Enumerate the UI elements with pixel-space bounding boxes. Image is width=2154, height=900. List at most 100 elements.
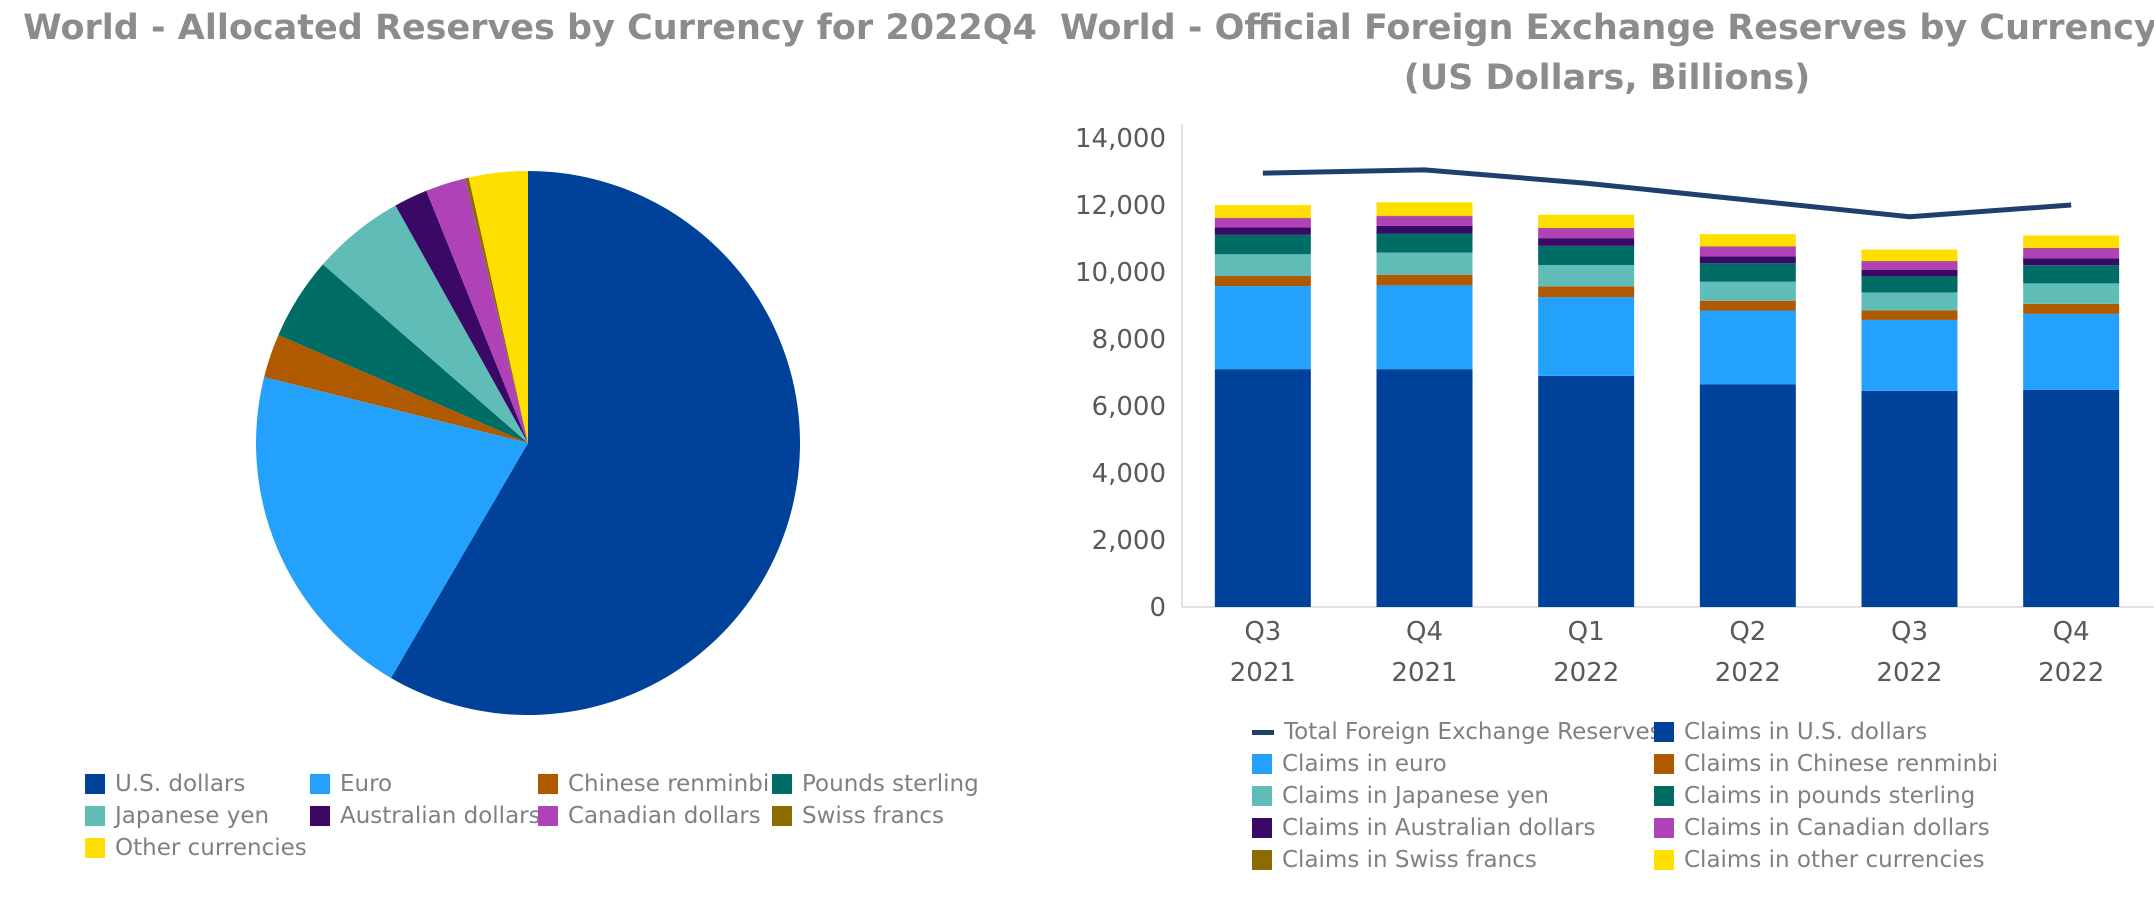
- bar-segment-claims-in-euro: [1699, 310, 1796, 385]
- pie-slice-other-currencies: [468, 171, 528, 443]
- pie-legend-item-pounds-sterling: Pounds sterling: [772, 771, 979, 797]
- bar-segment-claims-in-pounds-sterling: [1376, 233, 1473, 253]
- x-tick-label: Q3: [1244, 617, 1281, 647]
- legend-swatch: [1252, 754, 1272, 774]
- bar-segment-claims-in-other-currencies: [2023, 235, 2120, 248]
- pie-slice-euro: [256, 377, 528, 678]
- legend-swatch: [310, 806, 330, 826]
- bar-segment-claims-in-japanese-yen: [1861, 292, 1958, 311]
- total-reserves-line: [1262, 167, 2072, 220]
- legend-label: Euro: [340, 771, 393, 797]
- legend-label: Claims in U.S. dollars: [1684, 719, 1928, 745]
- legend-label: Claims in Australian dollars: [1282, 815, 1596, 841]
- y-tick-label: 0: [1149, 593, 1166, 623]
- pie-slice-australian-dollars: [395, 190, 528, 443]
- bar-segment-claims-in-u-s-dollars: [1538, 375, 1635, 607]
- bar-segment-claims-in-other-currencies: [1538, 214, 1635, 228]
- y-tick-label: 12,000: [1075, 191, 1166, 221]
- legend-label: Canadian dollars: [568, 803, 761, 829]
- bar-segment-claims-in-chinese-renminbi: [1538, 286, 1635, 298]
- bar-segment-claims-in-other-currencies: [1699, 234, 1796, 247]
- legend-label: U.S. dollars: [115, 771, 246, 797]
- x-tick-label: Q2: [1729, 617, 1766, 647]
- bar-chart-title-line-1: World - Official Foreign Exchange Reserv…: [1060, 8, 2154, 48]
- y-tick-label: 6,000: [1092, 392, 1166, 422]
- legend-label: Swiss francs: [802, 803, 944, 829]
- bar-segment-claims-in-other-currencies: [1214, 205, 1311, 218]
- bar-segment-claims-in-canadian-dollars: [1376, 216, 1473, 226]
- pie-legend-item-other-currencies: Other currencies: [85, 835, 307, 861]
- bar-segment-claims-in-australian-dollars: [2023, 258, 2120, 266]
- bar-chart-panel: World - Official Foreign Exchange Reserv…: [1060, 0, 2154, 900]
- x-tick-label: 2021: [1230, 658, 1296, 688]
- legend-label: Claims in Canadian dollars: [1684, 815, 1990, 841]
- bar-legend-item-total-foreign-exchange-reserves: Total Foreign Exchange Reserves: [1252, 719, 1662, 745]
- legend-swatch: [85, 838, 105, 858]
- legend-swatch: [538, 806, 558, 826]
- x-tick-label: Q1: [1568, 617, 1605, 647]
- x-tick-label: 2022: [1715, 658, 1781, 688]
- bar-segment-claims-in-chinese-renminbi: [1699, 300, 1796, 311]
- bar-segment-claims-in-canadian-dollars: [1861, 261, 1958, 270]
- legend-label: Claims in pounds sterling: [1684, 783, 1976, 809]
- bar-segment-claims-in-u-s-dollars: [1699, 384, 1796, 607]
- bar-segment-claims-in-japanese-yen: [1699, 281, 1796, 301]
- bar-segment-claims-in-canadian-dollars: [1214, 218, 1311, 228]
- legend-label: Total Foreign Exchange Reserves: [1284, 719, 1662, 745]
- pie-legend-item-u-s-dollars: U.S. dollars: [85, 771, 245, 797]
- x-tick-label: Q4: [1406, 617, 1443, 647]
- bar-segment-claims-in-u-s-dollars: [1861, 390, 1958, 607]
- pie-chart-title: World - Allocated Reserves by Currency f…: [23, 8, 1037, 48]
- legend-swatch: [1654, 786, 1674, 806]
- bar-segment-claims-in-australian-dollars: [1376, 225, 1473, 234]
- pie-slice-japanese-yen: [322, 205, 528, 443]
- bar-legend-item-claims-in-other-currencies: Claims in other currencies: [1654, 847, 1985, 873]
- legend-swatch: [1654, 818, 1674, 838]
- bar-chart-title: World - Official Foreign Exchange Reserv…: [1060, 3, 2154, 103]
- bar-segment-claims-in-pounds-sterling: [1538, 245, 1635, 265]
- pie-legend-item-australian-dollars: Australian dollars: [310, 803, 541, 829]
- bar-legend-item-claims-in-canadian-dollars: Claims in Canadian dollars: [1654, 815, 1990, 841]
- pie-chart: [256, 171, 800, 715]
- legend-label: Claims in Chinese renminbi: [1684, 751, 1999, 777]
- x-tick-label: 2022: [2038, 658, 2104, 688]
- bar-segment-claims-in-other-currencies: [1861, 249, 1958, 261]
- legend-swatch: [1654, 754, 1674, 774]
- legend-label: Chinese renminbi: [568, 771, 770, 797]
- bar-legend-item-claims-in-swiss-francs: Claims in Swiss francs: [1252, 847, 1537, 873]
- legend-label: Claims in euro: [1282, 751, 1447, 777]
- pie-slice-chinese-renminbi: [264, 334, 528, 443]
- pie-legend-item-chinese-renminbi: Chinese renminbi: [538, 771, 769, 797]
- bar-segment-claims-in-japanese-yen: [2023, 283, 2120, 304]
- bar-legend-item-claims-in-pounds-sterling: Claims in pounds sterling: [1654, 783, 1975, 809]
- bar-segment-claims-in-chinese-renminbi: [1376, 274, 1473, 286]
- legend-label: Other currencies: [115, 835, 307, 861]
- bar-legend-item-claims-in-euro: Claims in euro: [1252, 751, 1447, 777]
- bar-segment-claims-in-euro: [1538, 297, 1635, 376]
- pie-legend-item-euro: Euro: [310, 771, 392, 797]
- bar-segment-claims-in-swiss-francs: [1376, 215, 1473, 217]
- legend-swatch: [772, 774, 792, 794]
- bar-segment-claims-in-pounds-sterling: [1214, 234, 1311, 255]
- bar-segment-claims-in-euro: [1376, 285, 1473, 370]
- bar-segment-claims-in-pounds-sterling: [1699, 263, 1796, 282]
- bar-legend-item-claims-in-australian-dollars: Claims in Australian dollars: [1252, 815, 1596, 841]
- legend-label: Claims in other currencies: [1684, 847, 1985, 873]
- bar-legend-item-claims-in-u-s-dollars: Claims in U.S. dollars: [1654, 719, 1927, 745]
- legend-swatch: [772, 806, 792, 826]
- bar-segment-claims-in-euro: [1214, 286, 1311, 370]
- bar-segment-claims-in-australian-dollars: [1861, 269, 1958, 277]
- bar-segment-claims-in-pounds-sterling: [2023, 265, 2120, 284]
- y-tick-label: 10,000: [1075, 258, 1166, 288]
- legend-swatch: [1252, 729, 1274, 735]
- bar-segment-claims-in-chinese-renminbi: [2023, 303, 2120, 314]
- legend-swatch: [1252, 818, 1272, 838]
- bar-segment-claims-in-swiss-francs: [1699, 246, 1796, 247]
- bar-segment-claims-in-u-s-dollars: [2023, 389, 2120, 607]
- bar-chart-title-line-2: (US Dollars, Billions): [1403, 58, 1811, 98]
- legend-swatch: [1252, 850, 1272, 870]
- x-tick-label: 2021: [1391, 658, 1457, 688]
- bar-segment-claims-in-canadian-dollars: [1538, 228, 1635, 239]
- bar-segment-claims-in-australian-dollars: [1538, 238, 1635, 246]
- legend-label: Claims in Swiss francs: [1282, 847, 1537, 873]
